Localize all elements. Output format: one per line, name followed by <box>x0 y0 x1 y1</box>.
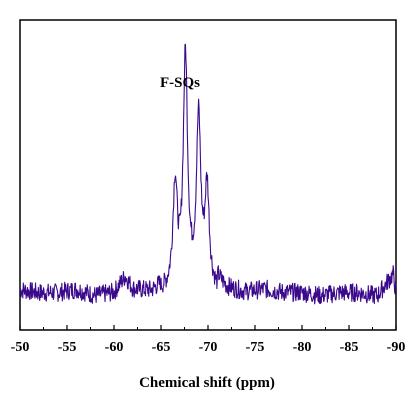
x-tick-label: -75 <box>246 340 265 355</box>
x-tick-label: -85 <box>340 340 359 355</box>
x-axis-title: Chemical shift (ppm) <box>139 375 275 391</box>
x-tick-label: -65 <box>152 340 171 355</box>
x-tick-label: -70 <box>199 340 218 355</box>
x-tick-label: -60 <box>105 340 124 355</box>
peak-annotation: F-SQs <box>160 75 200 91</box>
x-tick-labels: -50 -55 -60 -65 -70 -75 -80 -85 -90 <box>11 340 406 355</box>
x-tick-label: -55 <box>58 340 77 355</box>
x-tick-label: -80 <box>293 340 312 355</box>
x-tick-label: -90 <box>387 340 406 355</box>
x-tick-label: -50 <box>11 340 30 355</box>
x-ticks <box>19 325 397 330</box>
spectrum-line <box>19 43 397 305</box>
